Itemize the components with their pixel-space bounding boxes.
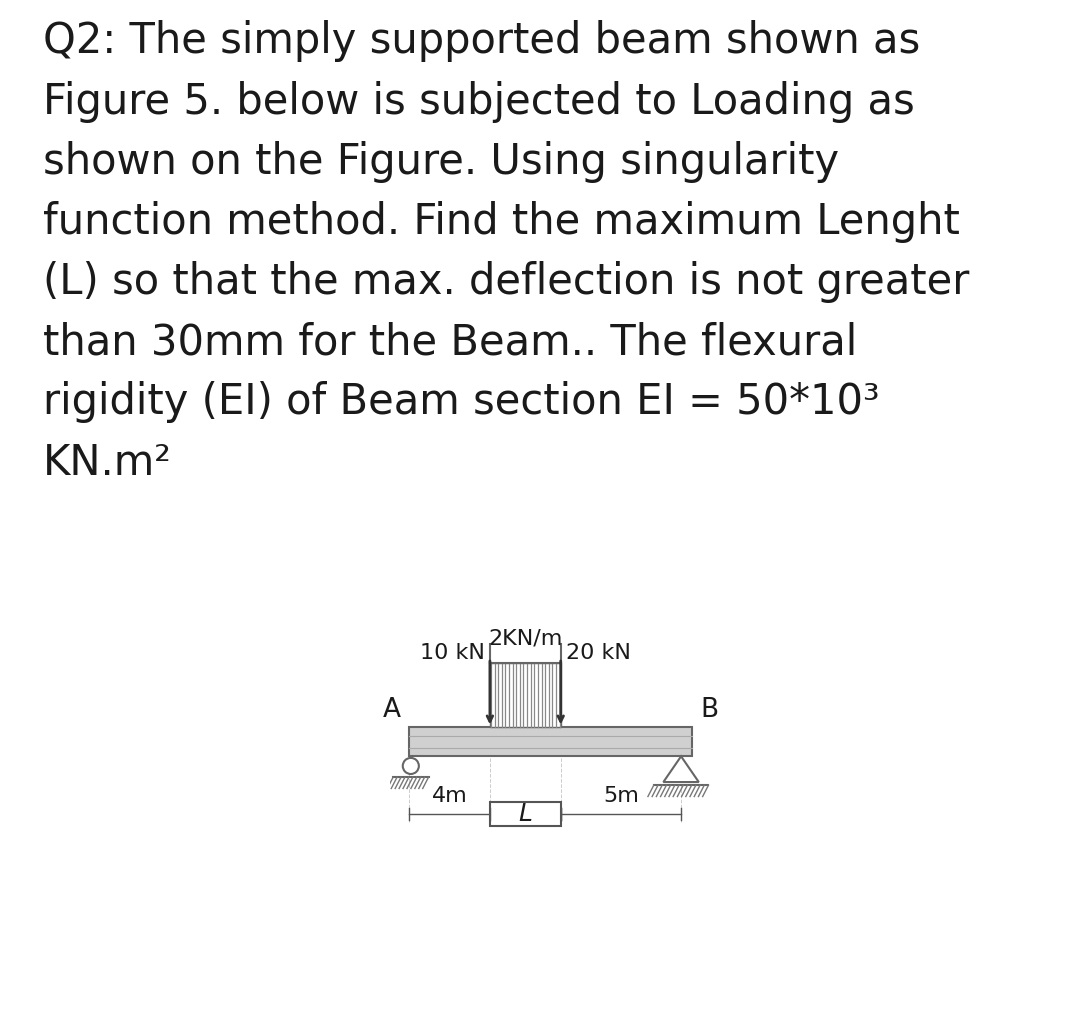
Bar bbox=[409, 727, 692, 757]
Polygon shape bbox=[663, 757, 699, 782]
Circle shape bbox=[403, 758, 419, 774]
Text: Q2: The simply supported beam shown as
Figure 5. below is subjected to Loading a: Q2: The simply supported beam shown as F… bbox=[43, 20, 970, 483]
Text: 20 kN: 20 kN bbox=[566, 643, 631, 664]
Text: A: A bbox=[383, 696, 401, 723]
Bar bbox=[490, 802, 561, 826]
Bar bbox=[490, 663, 561, 727]
Text: 4m: 4m bbox=[432, 786, 468, 806]
Text: L: L bbox=[518, 802, 532, 826]
Text: B: B bbox=[701, 696, 718, 723]
Text: 10 kN: 10 kN bbox=[420, 643, 485, 664]
Text: 2KN/m: 2KN/m bbox=[488, 629, 563, 649]
Text: 5m: 5m bbox=[603, 786, 639, 806]
